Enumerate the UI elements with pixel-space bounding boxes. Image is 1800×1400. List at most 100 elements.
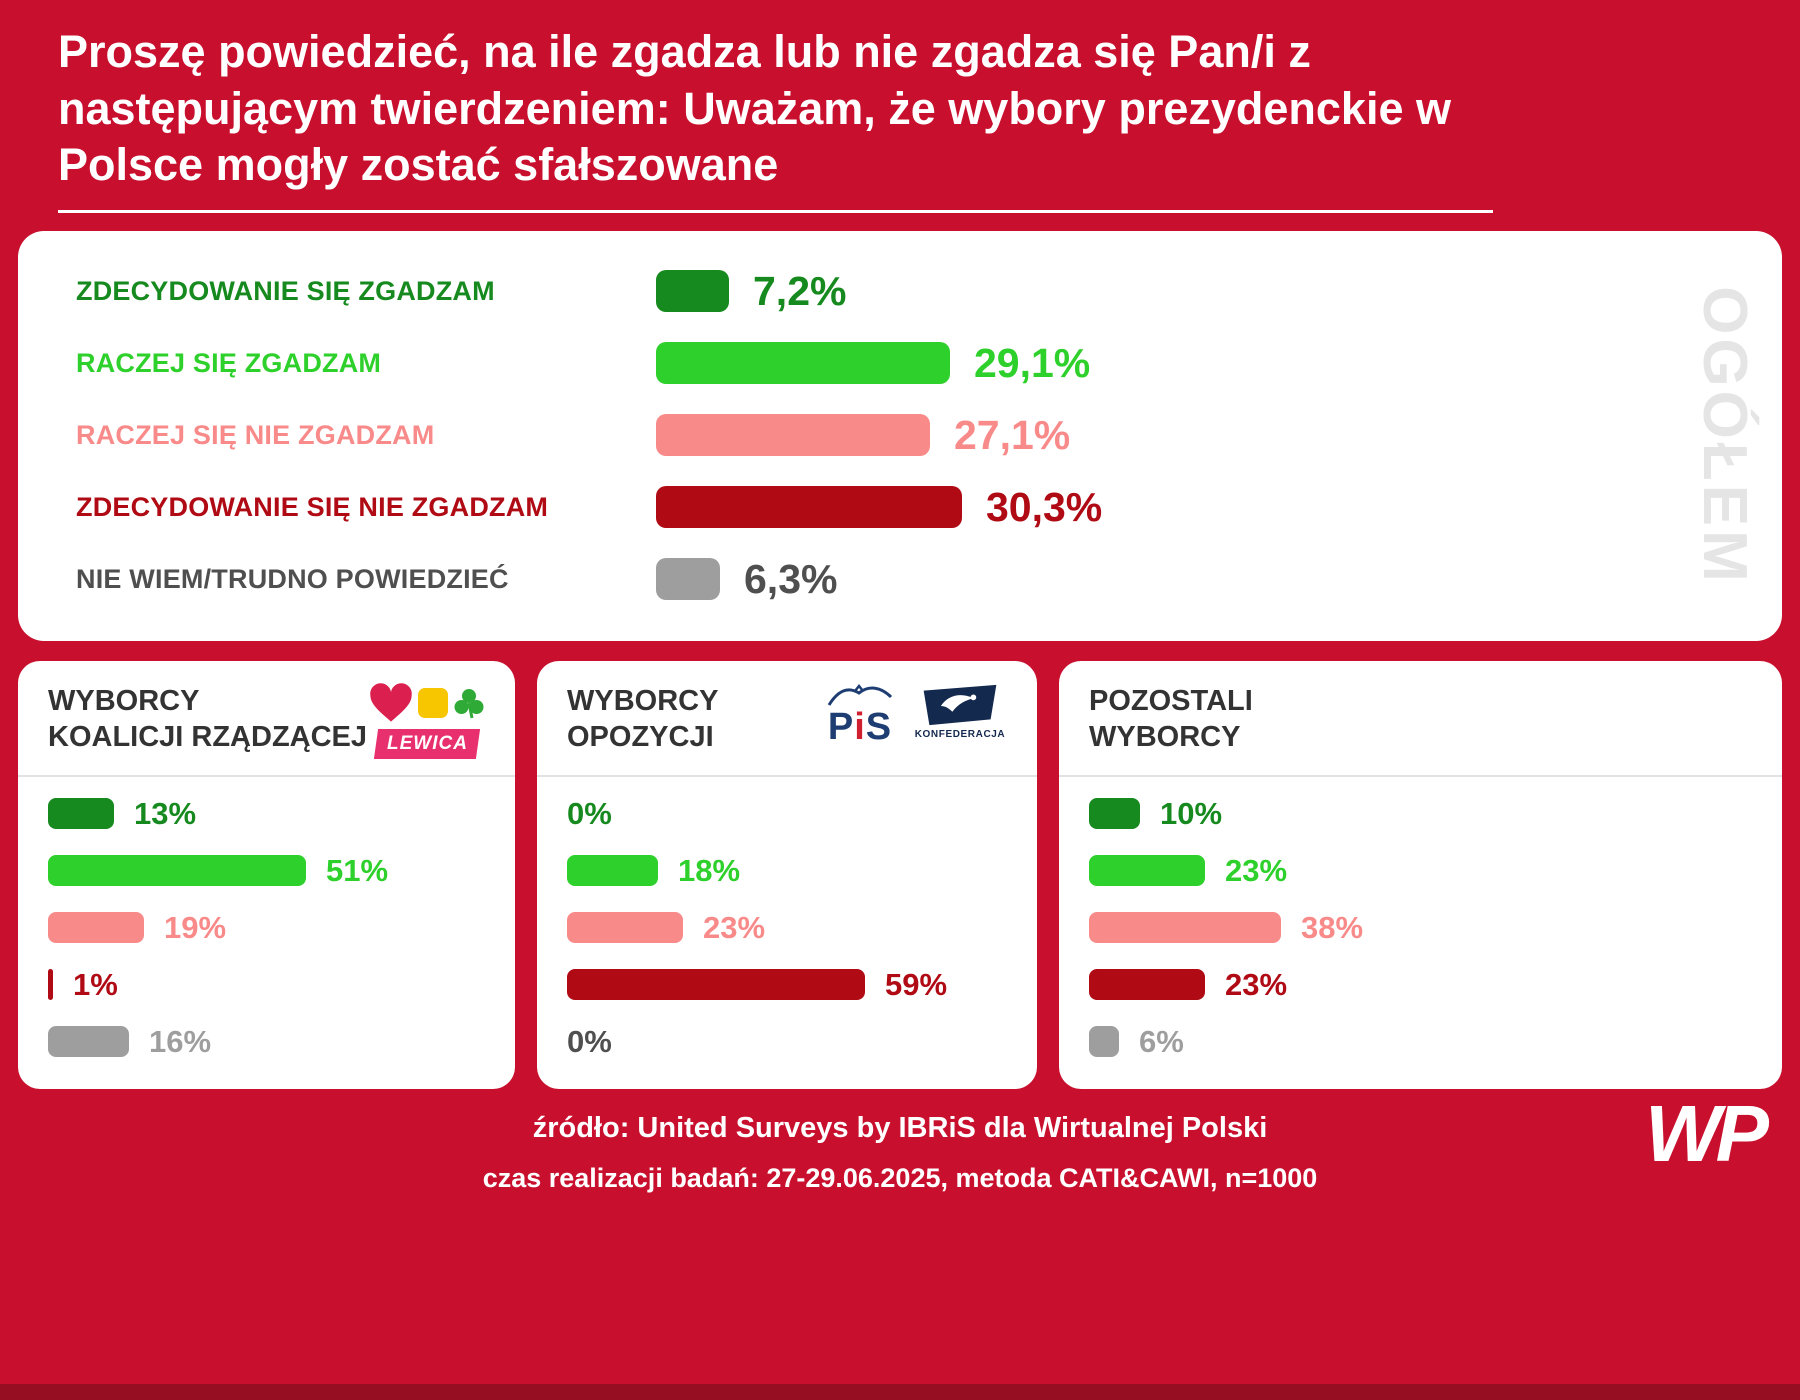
- card-other-rows: 10% 23% 38% 23% 6%: [1089, 785, 1752, 1070]
- footer: źródło: United Surveys by IBRiS dla Wirt…: [0, 1112, 1800, 1194]
- value-label: 16%: [149, 1023, 212, 1059]
- title-underline: [58, 210, 1493, 214]
- value-bar: [656, 558, 720, 601]
- group-row: 19%: [48, 899, 485, 956]
- overall-row: RACZEJ SIĘ ZGADZAM 29,1%: [76, 327, 1742, 399]
- card-title-line1: WYBORCY: [567, 685, 719, 718]
- value-label: 0%: [567, 1023, 612, 1059]
- group-row: 59%: [567, 956, 1007, 1013]
- lewica-logo: LEWICA: [373, 729, 481, 760]
- group-row: 51%: [48, 842, 485, 899]
- card-coalition-title: WYBORCY KOALICJI RZĄDZĄCEJ: [48, 683, 367, 756]
- group-cards: WYBORCY KOALICJI RZĄDZĄCEJ: [18, 661, 1782, 1090]
- value-bar: [1089, 1026, 1119, 1058]
- answer-label: ZDECYDOWANIE SIĘ NIE ZGADZAM: [76, 491, 549, 522]
- konfederacja-logo-text: KONFEDERACJA: [914, 729, 1006, 741]
- card-title-line1: WYBORCY: [48, 685, 200, 718]
- methodology-line: czas realizacji badań: 27-29.06.2025, me…: [482, 1163, 1318, 1193]
- group-row: 10%: [1089, 785, 1752, 842]
- lewica-logo-text: LEWICA: [386, 733, 468, 755]
- value-bar: [1089, 798, 1140, 830]
- value-label: 10%: [1160, 795, 1223, 831]
- card-opposition-header: WYBORCY OPOZYCJI PiS K: [567, 683, 1007, 769]
- value-label: 27,1%: [954, 411, 1071, 458]
- value-label: 29,1%: [974, 339, 1091, 386]
- pis-logo: PiS: [825, 683, 895, 749]
- value-bar: [656, 342, 950, 385]
- card-coalition-voters: WYBORCY KOALICJI RZĄDZĄCEJ: [18, 661, 515, 1090]
- card-opposition-rows: 0% 18% 23% 59% 0%: [567, 785, 1007, 1070]
- overall-rows: ZDECYDOWANIE SIĘ ZGADZAM 7,2% RACZEJ SIĘ Z…: [76, 255, 1742, 615]
- group-row: 38%: [1089, 899, 1752, 956]
- value-label: 59%: [885, 966, 948, 1002]
- group-row: 16%: [48, 1013, 485, 1070]
- card-divider: [1059, 775, 1782, 778]
- group-row: 23%: [1089, 956, 1752, 1013]
- card-other-voters: POZOSTALI WYBORCY 10% 23% 38% 23% 6%: [1059, 661, 1782, 1090]
- value-bar: [656, 270, 729, 313]
- value-label: 18%: [678, 852, 741, 888]
- psl-clover-icon: [454, 689, 484, 719]
- group-row: 0%: [567, 1013, 1007, 1070]
- answer-label: ZDECYDOWANIE SIĘ ZGADZAM: [76, 275, 495, 306]
- value-bar: [656, 486, 962, 529]
- group-row: 13%: [48, 785, 485, 842]
- group-row: 0%: [567, 785, 1007, 842]
- value-label: 23%: [703, 909, 766, 945]
- coalition-logo-row: [369, 683, 485, 723]
- card-coalition-header: WYBORCY KOALICJI RZĄDZĄCEJ: [48, 683, 485, 769]
- overall-row: NIE WIEM/TRUDNO POWIEDZIEĆ 6,3%: [76, 543, 1742, 615]
- card-other-header: POZOSTALI WYBORCY: [1089, 683, 1752, 769]
- page-title: Proszę powiedzieć, na ile zgadza lub nie…: [58, 26, 1451, 191]
- value-bar: [48, 1026, 129, 1058]
- value-bar: [48, 912, 144, 944]
- value-label: 30,3%: [986, 483, 1103, 530]
- value-bar: [48, 969, 53, 1001]
- overall-row: RACZEJ SIĘ NIE ZGADZAM 27,1%: [76, 399, 1742, 471]
- polska2050-logo: [418, 688, 448, 719]
- konfederacja-logo: KONFEDERACJA: [913, 683, 1007, 740]
- value-label: 1%: [73, 966, 118, 1002]
- card-opposition-voters: WYBORCY OPOZYCJI PiS K: [537, 661, 1037, 1090]
- pis-logo-text: PiS: [827, 706, 893, 749]
- answer-label: RACZEJ SIĘ NIE ZGADZAM: [76, 419, 435, 450]
- card-title-line2: OPOZYCJI: [567, 721, 714, 754]
- value-bar: [656, 414, 930, 457]
- coalition-logos: LEWICA: [369, 683, 485, 760]
- konfederacja-flag-icon: [923, 684, 997, 726]
- card-title-line1: POZOSTALI: [1089, 685, 1253, 718]
- value-label: 6%: [1139, 1023, 1184, 1059]
- overall-watermark: OGÓŁEM: [1690, 286, 1759, 586]
- answer-label: RACZEJ SIĘ ZGADZAM: [76, 347, 382, 378]
- value-label: 19%: [164, 909, 227, 945]
- source-line: źródło: United Surveys by IBRiS dla Wirt…: [532, 1112, 1268, 1144]
- card-divider: [18, 775, 515, 778]
- group-row: 23%: [567, 899, 1007, 956]
- value-label: 23%: [1225, 852, 1288, 888]
- group-row: 6%: [1089, 1013, 1752, 1070]
- value-bar: [1089, 969, 1205, 1001]
- card-title-line2: KOALICJI RZĄDZĄCEJ: [48, 721, 368, 754]
- value-bar: [48, 855, 306, 887]
- answer-label: NIE WIEM/TRUDNO POWIEDZIEĆ: [76, 563, 509, 594]
- overall-row: ZDECYDOWANIE SIĘ ZGADZAM 7,2%: [76, 255, 1742, 327]
- bottom-strip: [0, 1384, 1800, 1400]
- value-bar: [1089, 912, 1281, 944]
- value-label: 6,3%: [744, 555, 838, 602]
- opposition-logos: PiS KONFEDERACJA: [825, 683, 1007, 749]
- card-opposition-title: WYBORCY OPOZYCJI: [567, 683, 718, 756]
- value-label: 51%: [326, 852, 389, 888]
- value-bar: [567, 855, 658, 887]
- wp-logo: WP: [1645, 1088, 1769, 1180]
- card-title-line2: WYBORCY: [1089, 721, 1241, 754]
- card-coalition-rows: 13% 51% 19% 1% 16%: [48, 785, 485, 1070]
- value-label: 23%: [1225, 966, 1288, 1002]
- pis-eagle-icon: [827, 684, 893, 706]
- value-bar: [48, 798, 114, 830]
- group-row: 1%: [48, 956, 485, 1013]
- header: Proszę powiedzieć, na ile zgadza lub nie…: [0, 0, 1800, 214]
- overall-card: ZDECYDOWANIE SIĘ ZGADZAM 7,2% RACZEJ SIĘ Z…: [18, 231, 1782, 642]
- group-row: 18%: [567, 842, 1007, 899]
- value-label: 7,2%: [753, 267, 847, 314]
- card-divider: [537, 775, 1037, 778]
